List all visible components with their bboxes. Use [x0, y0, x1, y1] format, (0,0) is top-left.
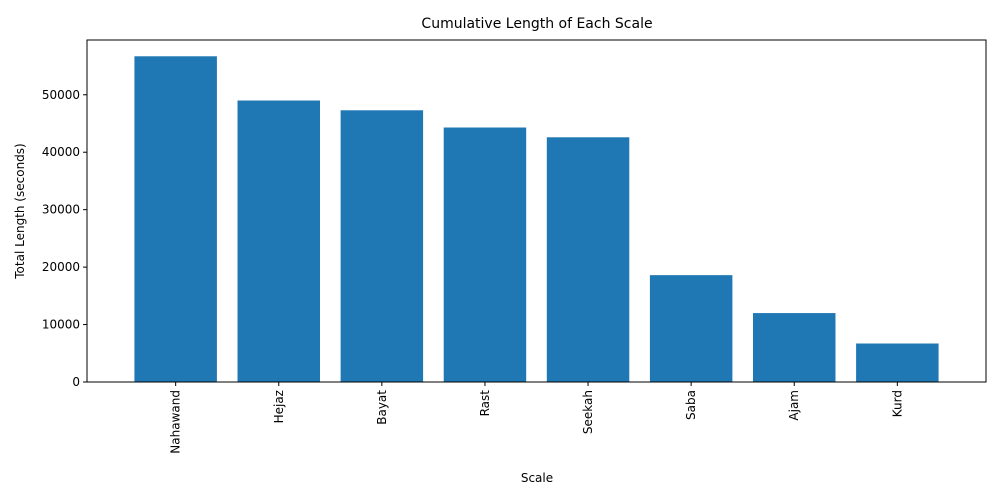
bar-nahawand [134, 56, 217, 383]
x-tick-label: Hejaz [272, 390, 286, 423]
y-tick-label: 30000 [42, 203, 80, 217]
y-tick-label: 50000 [42, 88, 80, 102]
bar-saba [649, 275, 733, 382]
plot-frame [86, 39, 987, 383]
y-tick-label: 10000 [42, 318, 80, 332]
x-tick-label: Saba [684, 390, 698, 420]
x-tick-label: Seekah [581, 390, 595, 434]
chart-title: Cumulative Length of Each Scale [421, 16, 652, 32]
bar-seekah [546, 137, 630, 382]
bars-group [134, 56, 939, 383]
y-tick-label: 20000 [42, 260, 80, 274]
y-tick-label: 40000 [42, 145, 80, 159]
bar-bayat [340, 110, 424, 382]
bar-kurd [856, 343, 939, 382]
x-axis: Nahawand Hejaz Bayat Rast Seekah Saba Ajam Kurd [169, 382, 904, 454]
x-tick-label: Rast [478, 390, 492, 417]
x-tick-label: Ajam [787, 390, 801, 421]
x-tick-label: Kurd [890, 390, 904, 417]
x-tick-label: Bayat [375, 390, 389, 425]
x-axis-label: Scale [521, 471, 553, 485]
bar-rast [443, 127, 527, 382]
y-tick-label: 0 [72, 375, 80, 389]
x-tick-label: Nahawand [169, 390, 183, 454]
y-axis-label: Total Length (seconds) [13, 143, 27, 279]
bar-ajam [753, 313, 836, 382]
y-axis: 0 10000 20000 30000 40000 50000 [42, 88, 87, 389]
bar-hejaz [237, 100, 320, 382]
